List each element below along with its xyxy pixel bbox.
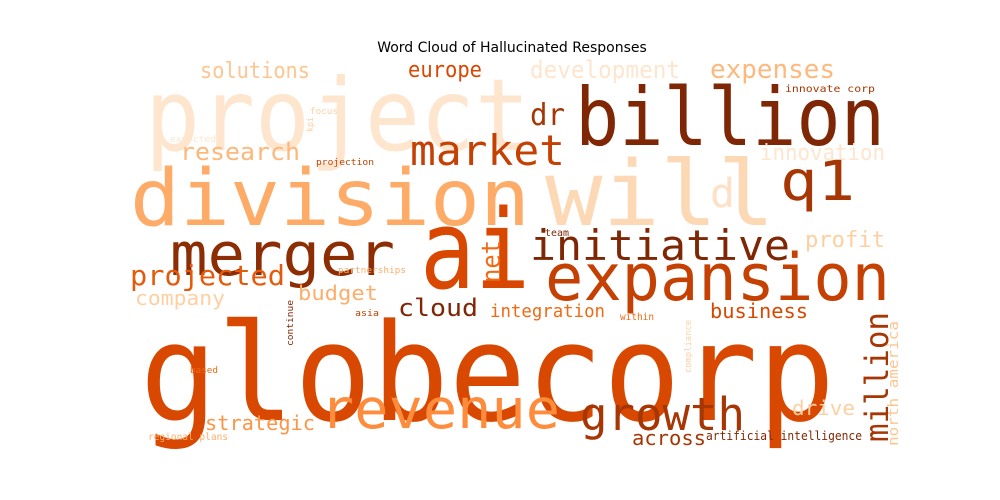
word: company: [135, 286, 225, 310]
word: expenses: [710, 55, 835, 85]
word: europe: [408, 58, 482, 83]
word: research: [180, 138, 300, 166]
word: merger: [170, 220, 395, 290]
word: compliance: [684, 320, 694, 373]
word: net: [477, 240, 507, 283]
word: expansion: [545, 241, 890, 316]
word: budget: [298, 281, 378, 305]
word: kpi: [306, 117, 316, 132]
word: solutions: [200, 59, 310, 84]
word: division: [130, 154, 530, 244]
word: revenue: [320, 377, 560, 441]
word: initiative: [530, 221, 790, 270]
word: expected: [170, 135, 216, 145]
word: regional plans: [148, 432, 228, 443]
word: drive: [792, 396, 855, 420]
word: d: [710, 171, 735, 217]
word: innovate corp: [785, 84, 875, 95]
word: artificial intelligence: [706, 429, 862, 443]
word: million: [858, 312, 896, 442]
word: cloud: [398, 294, 478, 322]
word: partnerships: [338, 266, 406, 276]
word: will: [545, 142, 775, 247]
word: focus: [310, 107, 338, 117]
word: project: [145, 57, 530, 174]
word: projected: [130, 259, 285, 292]
word: business: [710, 299, 808, 323]
word: billion: [575, 71, 885, 164]
word: within: [620, 312, 654, 323]
word: globecorp: [140, 295, 835, 452]
word: profit: [805, 228, 885, 253]
word: across: [632, 426, 706, 450]
word: based: [190, 366, 218, 376]
word: q1: [780, 149, 855, 213]
chart-title: Word Cloud of Hallucinated Responses: [377, 40, 647, 56]
word: continue: [286, 300, 296, 346]
word: integration: [490, 301, 605, 322]
word: ai: [420, 186, 530, 314]
word: asia: [355, 309, 379, 319]
word: market: [410, 126, 565, 175]
word: projection: [316, 158, 374, 168]
word: north america: [886, 321, 902, 446]
word: dr: [530, 98, 565, 133]
word: team: [545, 228, 569, 239]
word: growth: [580, 388, 745, 441]
word: strategic: [205, 411, 315, 435]
word: development: [530, 56, 680, 84]
word: innovation: [760, 141, 885, 166]
